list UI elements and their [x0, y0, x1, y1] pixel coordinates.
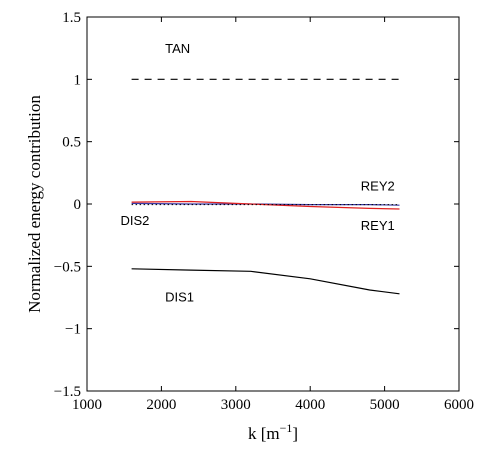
x-tick-label: 3000	[221, 397, 251, 413]
y-tick-label: −1.5	[54, 384, 81, 400]
x-axis-label-var: k	[248, 424, 257, 443]
y-tick-label: 0.5	[62, 135, 81, 151]
x-axis-label: k [m−1]	[248, 421, 298, 443]
series-line-rey1	[131, 200, 400, 210]
annotation-dis1: DIS1	[165, 289, 194, 304]
annotations: TAN REY2 REY1 DIS2 DIS1	[120, 41, 394, 304]
annotation-tan: TAN	[165, 41, 190, 56]
annotation-dis2: DIS2	[120, 213, 149, 228]
series-line-dis1	[131, 268, 400, 295]
x-tick-label: 2000	[146, 397, 176, 413]
y-tick-label: 1	[74, 72, 82, 88]
y-tick-label: −1	[65, 322, 81, 338]
x-axis-label-exp: −1	[280, 421, 293, 435]
y-axis-label: Normalized energy contribution	[25, 95, 44, 313]
x-axis-label-close: ]	[292, 424, 298, 443]
y-tick-label: 1.5	[62, 10, 81, 26]
x-tick-label: 6000	[444, 397, 474, 413]
x-tick-label: 5000	[370, 397, 400, 413]
x-tick-label: 1000	[72, 397, 102, 413]
annotation-rey2: REY2	[361, 178, 395, 193]
series-layer	[131, 78, 400, 295]
ticks-layer: 1000 2000 3000 4000 5000 6000 1.5 1 0.5 0 −0.5 −1 −1…	[54, 10, 474, 413]
x-axis-label-unit: [m	[261, 424, 280, 443]
y-tick-label: 0	[74, 197, 82, 213]
x-tick-label: 4000	[295, 397, 325, 413]
y-tick-label: −0.5	[54, 259, 81, 275]
annotation-rey1: REY1	[361, 218, 395, 233]
